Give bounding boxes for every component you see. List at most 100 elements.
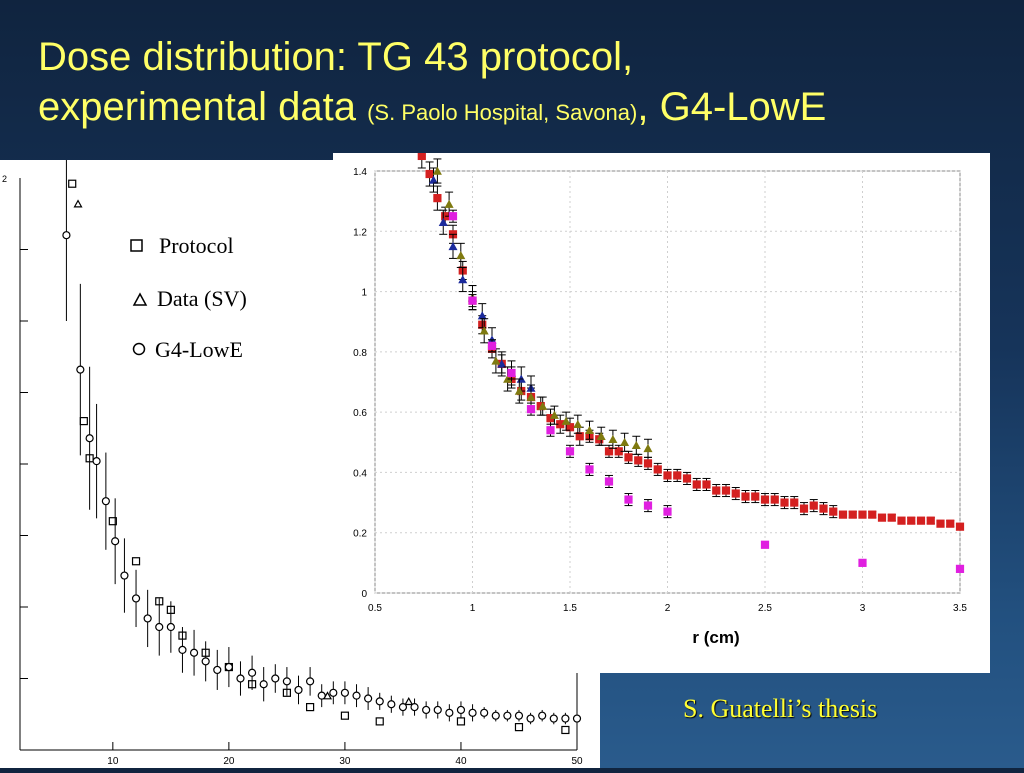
right-data-point [926,516,935,525]
right-data-point [643,443,653,453]
right-data-point [448,212,458,221]
right-data-point [897,516,906,525]
left-x-tick-label: 50 [571,756,583,767]
right-data-point [829,507,838,516]
left-data-point [526,714,535,723]
left-data-point [73,199,83,208]
left-data-point [503,711,512,720]
left-chart-axes: 10 20 30 40 502 [2,174,583,767]
right-data-point [643,459,653,468]
right-y-tick-label: 0.8 [353,348,367,359]
right-data-point [425,169,434,179]
right-data-point [604,477,614,486]
right-y-tick-label: 1.4 [353,167,367,178]
right-data-point [721,486,731,495]
right-data-point [417,151,426,161]
right-data-point [936,519,945,528]
right-data-point [907,516,916,525]
right-data-point [877,513,887,522]
right-data-point [955,564,965,573]
left-x-tick-label: 30 [339,756,351,767]
left-data-point [375,697,384,706]
right-data-point [604,447,614,456]
right-data-point [444,199,454,208]
right-data-point [573,419,583,428]
left-data-point [306,677,315,686]
right-data-point [526,392,536,401]
right-data-point [631,440,641,450]
left-data-point [143,614,152,623]
right-data-point [799,504,809,513]
left-data-point [387,700,396,709]
left-data-point [514,723,524,732]
left-data-point [480,708,489,717]
left-x-tick-label: 10 [107,756,119,767]
title-line-1: Dose distribution: TG 43 protocol, [38,35,634,79]
right-data-point [565,447,575,456]
right-y-tick-label: 0.2 [353,529,367,540]
slide-title: Dose distribution: TG 43 protocol, exper… [38,32,1008,138]
left-data-point [398,702,408,712]
right-x-tick-label: 3.5 [953,603,967,614]
right-y-tick-label: 1.2 [353,227,367,238]
right-data-point [682,474,692,483]
right-chart-panel: 0 0.2 0.4 0.6 0.8 1 1.2 1.4 0.5 1 1.5 2 2.5 3 3.5 r (c… [333,143,990,673]
left-data-point [549,714,558,723]
left-data-point [62,231,71,240]
right-data-point [848,510,857,519]
right-y-tick-label: 0.4 [353,468,367,479]
left-data-point [514,711,524,720]
left-data-point [282,677,291,686]
right-chart-x-axis-label: r (cm) [692,628,739,647]
left-data-point [271,674,280,683]
right-data-point [491,356,501,365]
right-x-tick-label: 3 [860,603,866,614]
right-x-tick-label: 2 [665,603,671,614]
right-data-point [770,495,779,504]
right-chart-grid [374,170,961,594]
left-data-point [306,702,315,712]
right-data-point [946,519,955,528]
left-data-point [189,648,199,657]
legend-triangle-icon [132,292,148,306]
right-data-point [663,507,672,516]
legend-label-protocol: Protocol [159,233,234,258]
left-data-point [422,705,431,715]
left-chart-legend: Protocol Data (SV) G4-LowE [130,233,247,362]
right-x-tick-label: 2.5 [758,603,772,614]
left-data-point [247,668,257,677]
right-data-point [538,401,548,410]
left-data-point [456,705,466,715]
right-data-point [634,456,643,465]
left-data-point [561,714,570,723]
left-data-point [375,717,384,726]
right-data-point [955,522,965,531]
right-x-tick-label: 0.5 [368,603,382,614]
right-data-point [643,501,653,510]
legend-square-icon [130,239,143,252]
legend-label-g4-lowe: G4-LowE [155,337,243,362]
left-data-point [85,434,94,443]
left-data-point [201,657,210,666]
left-y-tick-label: 2 [2,174,7,184]
left-data-point [404,696,414,706]
left-data-point [433,705,442,715]
left-data-point [155,622,164,632]
right-data-point [507,368,516,378]
right-data-point [561,416,571,425]
left-data-point [120,571,129,580]
right-data-point [858,558,867,567]
right-data-point [514,386,524,395]
left-chart-marks [62,149,582,735]
title-source: (S. Paolo Hospital, Savona) [367,100,638,125]
right-data-point [468,296,477,305]
left-data-point [92,457,101,466]
left-data-point [101,497,110,506]
left-data-point [456,717,466,726]
left-data-point [213,665,222,675]
right-data-point [432,166,442,175]
left-data-point [538,711,547,720]
right-data-point [673,471,682,480]
left-x-tick-label: 40 [455,756,467,767]
right-data-point [433,194,442,203]
